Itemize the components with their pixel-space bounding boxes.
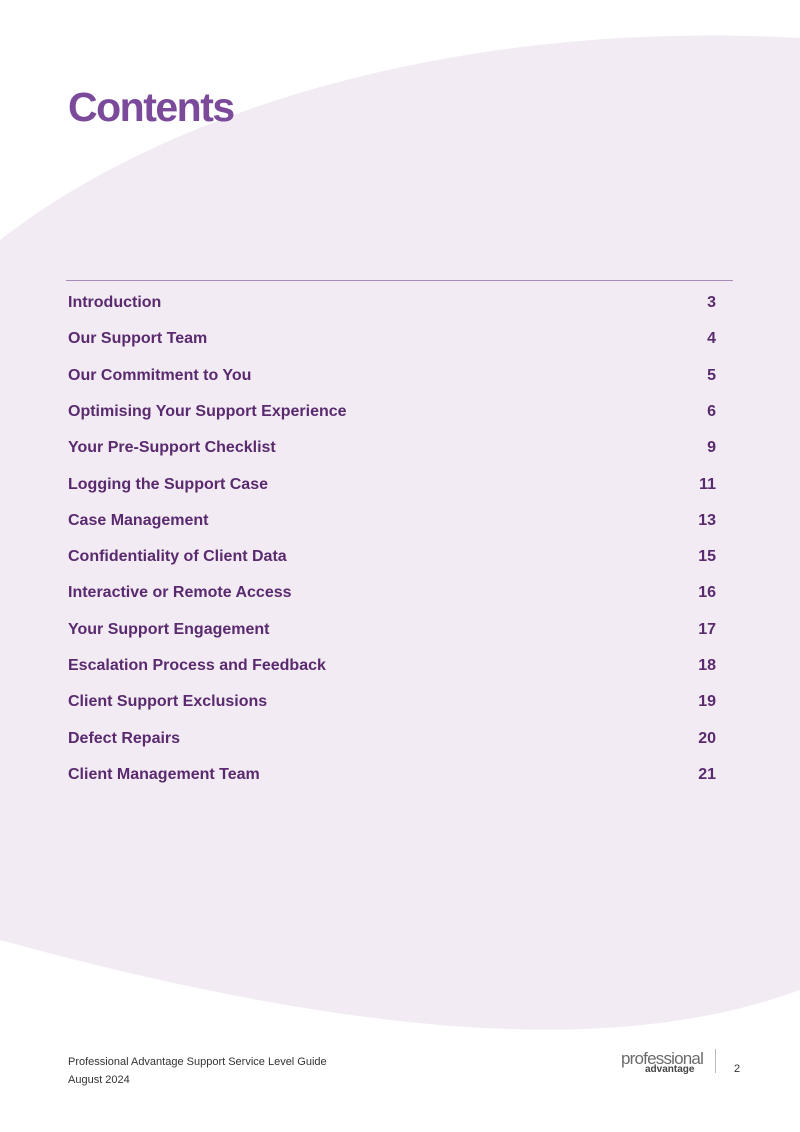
toc-entry: Our Support Team 4 [68,330,716,350]
toc-title: Introduction [68,294,162,311]
toc-page: 19 [698,693,716,711]
toc-page: 16 [698,584,716,602]
toc-entry: Your Support Engagement 17 [68,621,716,641]
toc-page: 18 [698,657,716,674]
toc-title: Escalation Process and Feedback [68,657,326,674]
toc-page: 4 [707,330,716,348]
toc-entry: Escalation Process and Feedback 18 [68,657,716,677]
toc-page: 5 [707,366,716,384]
toc-page: 17 [698,620,716,638]
footer-date: August 2024 [68,1074,130,1086]
toc-title: Client Management Team [68,765,260,783]
toc-page: 15 [698,548,716,566]
toc-entry: Your Pre-Support Checklist 9 [68,439,716,459]
toc-title: Case Management [68,511,209,529]
logo-divider [715,1049,716,1073]
toc-page: 9 [707,439,716,457]
page-number: 2 [734,1063,741,1075]
toc-title: Client Support Exclusions [68,693,268,711]
toc-title: Interactive or Remote Access [68,584,292,602]
divider [66,280,733,281]
footer-document: Professional Advantage Support Service L… [68,1056,327,1068]
toc-title: Optimising Your Support Experience [68,402,347,420]
logo-top: professional [621,1049,704,1068]
toc-page: 20 [698,729,716,747]
toc-entry: Logging the Support Case 11 [68,476,716,496]
toc-entry: Client Support Exclusions 19 [68,693,716,713]
toc-title: Our Support Team [68,330,208,348]
title: Contents [68,84,235,130]
toc-page: 3 [707,294,716,311]
toc-page: 21 [698,765,716,783]
toc-entry: Our Commitment to You 5 [68,367,716,387]
toc-page: 11 [699,475,716,493]
lavender-blob [0,35,800,1030]
toc-entry: Optimising Your Support Experience 6 [68,403,716,423]
toc-entry: Confidentiality of Client Data 15 [68,548,716,568]
toc-title: Confidentiality of Client Data [68,548,287,566]
toc-title: Defect Repairs [68,729,181,747]
toc-title: Your Support Engagement [68,620,270,638]
toc-entry: Defect Repairs 20 [68,730,716,750]
toc-title: Our Commitment to You [68,366,252,384]
toc-entry: Introduction 3 [68,294,716,314]
toc-entry: Case Management 13 [68,512,716,532]
toc-entry: Interactive or Remote Access 16 [68,584,716,604]
toc-page: 13 [698,511,716,529]
toc-page: 6 [707,402,716,420]
toc-entry: Client Management Team 21 [68,766,716,786]
logo-bottom: advantage [645,1064,695,1075]
toc-title: Logging the Support Case [68,475,268,493]
toc-title: Your Pre-Support Checklist [68,439,276,457]
